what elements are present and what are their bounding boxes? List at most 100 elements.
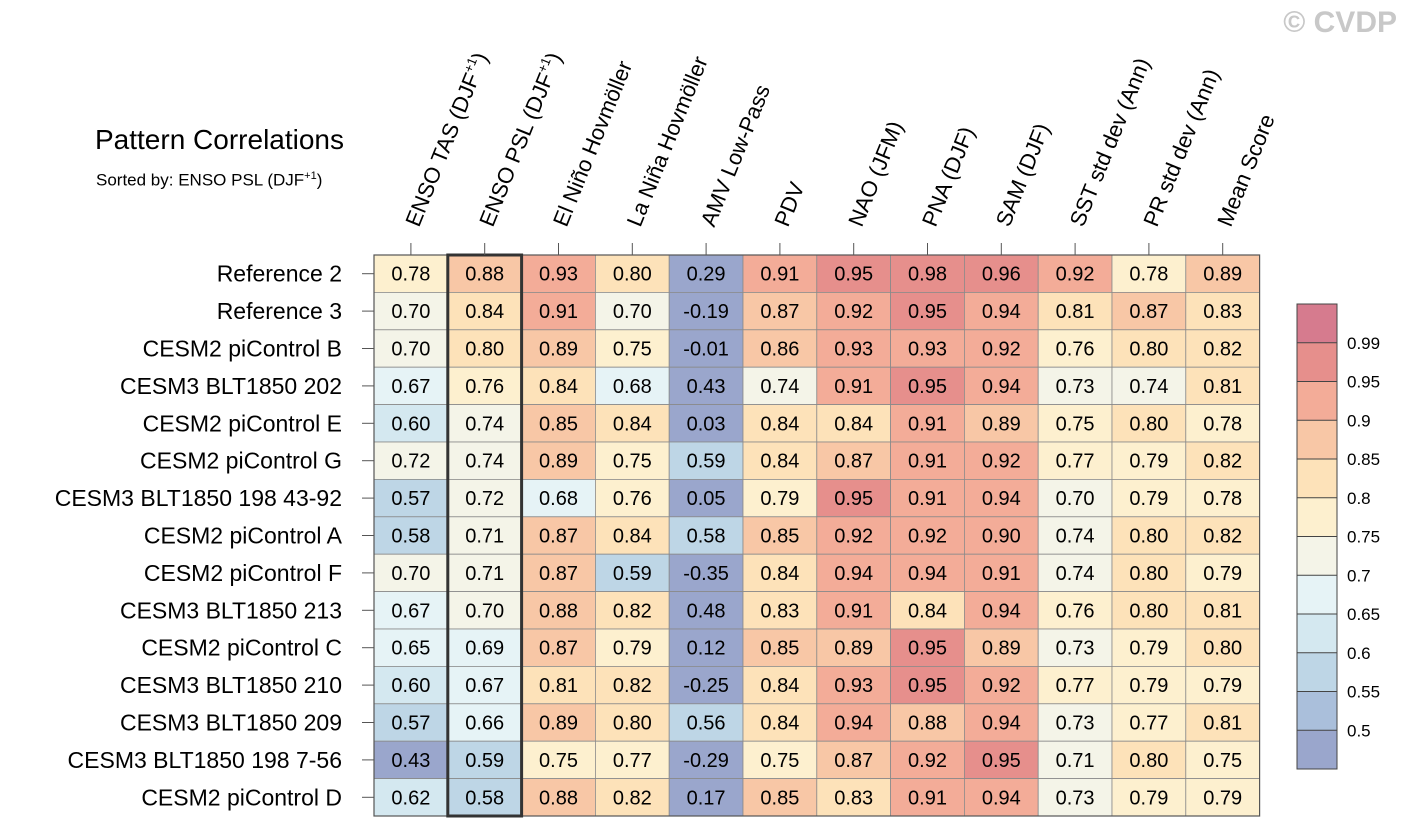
- cell-value-label: 0.71: [465, 563, 504, 585]
- heatmap-cell: [521, 703, 596, 742]
- cell-value-label: 0.83: [1203, 301, 1242, 323]
- colorbar-label: 0.9: [1347, 411, 1371, 430]
- colorbar-label: 0.75: [1347, 528, 1380, 547]
- cell-value-label: 0.95: [834, 264, 873, 286]
- heatmap-cell: [373, 666, 449, 705]
- colorbar-label: 0.99: [1347, 334, 1380, 353]
- cell-value-label: 0.89: [539, 451, 578, 473]
- heatmap-cell: [373, 366, 449, 406]
- heatmap-cell: [595, 366, 670, 406]
- heatmap-cell: [668, 666, 744, 705]
- cell-value-label: 0.81: [539, 675, 578, 697]
- cell-value-label: 0.80: [1129, 600, 1168, 622]
- cell-value-label: 0.74: [760, 376, 799, 398]
- cell-value-label: 0.80: [1129, 339, 1168, 361]
- heatmap-cell: [521, 254, 596, 293]
- chart-subtitle: Sorted by: ENSO PSL (DJF+1): [96, 170, 322, 191]
- heatmap-cell: [890, 441, 965, 480]
- cell-value-label: 0.81: [1203, 600, 1242, 622]
- cell-value-label: 0.80: [1129, 413, 1168, 435]
- column-label: NAO (JFM): [843, 117, 908, 229]
- cell-value-label: 0.67: [465, 675, 504, 697]
- heatmap-cell: [1037, 516, 1113, 555]
- column-label: ENSO PSL (DJF+1): [473, 48, 566, 229]
- colorbar-label: 0.6: [1347, 644, 1371, 663]
- cell-value-label: 0.95: [908, 301, 947, 323]
- heatmap-cell: [1037, 254, 1113, 293]
- cell-value-label: 0.92: [908, 526, 947, 548]
- cell-value-label: 0.89: [539, 339, 578, 361]
- cell-value-label: 0.92: [908, 750, 947, 772]
- subtitle-suffix: ): [316, 170, 323, 190]
- heatmap-cell: [964, 516, 1039, 555]
- cell-value-label: 0.94: [834, 713, 873, 735]
- cell-value-label: 0.70: [613, 301, 652, 323]
- cell-value-label: 0.89: [982, 413, 1021, 435]
- row-label: CESM2 piControl F: [144, 560, 342, 586]
- cell-value-label: 0.79: [1203, 787, 1242, 809]
- cell-value-label: 0.80: [613, 264, 652, 286]
- heatmap-cell: [447, 778, 522, 817]
- heatmap-cell: [964, 404, 1039, 443]
- cell-value-label: 0.76: [1056, 600, 1095, 622]
- row-label: CESM3 BLT1850 198 7-56: [68, 747, 342, 773]
- cell-value-label: 0.70: [391, 301, 430, 323]
- cell-value-label: 0.91: [908, 787, 947, 809]
- heatmap-cell: [1037, 441, 1113, 480]
- colorbar-label: 0.8: [1347, 489, 1371, 508]
- cell-value-label: -0.35: [683, 563, 729, 585]
- row-label: CESM2 piControl E: [143, 410, 342, 436]
- heatmap-cell: [742, 516, 818, 555]
- heatmap-cell: [1185, 666, 1261, 705]
- cell-value-label: 0.78: [391, 264, 430, 286]
- cell-value-label: 0.95: [908, 675, 947, 697]
- row-label: Reference 3: [217, 298, 342, 324]
- cell-value-label: 0.91: [760, 264, 799, 286]
- heatmap-cell: [964, 778, 1039, 817]
- colorbar-segment: [1297, 420, 1337, 459]
- row-label: Reference 2: [217, 261, 342, 287]
- cell-value-label: 0.80: [1129, 526, 1168, 548]
- cell-value-label: 0.85: [760, 787, 799, 809]
- heatmap-cell: [1111, 591, 1187, 630]
- cell-value-label: 0.77: [613, 750, 652, 772]
- heatmap-cell: [373, 516, 449, 555]
- cell-value-label: 0.94: [982, 301, 1021, 323]
- heatmap-cell: [373, 591, 449, 630]
- heatmap-cell: [1037, 703, 1113, 742]
- column-label: PR std dev (Ann): [1138, 65, 1224, 230]
- cell-value-label: 0.94: [982, 787, 1021, 809]
- cell-value-label: 0.95: [982, 750, 1021, 772]
- heatmap-cell: [668, 478, 744, 518]
- colorbar-segment: [1297, 459, 1337, 498]
- heatmap-cell: [373, 404, 449, 443]
- cell-value-label: 0.81: [1203, 713, 1242, 735]
- subtitle-sup: +1: [304, 170, 317, 182]
- heatmap-cell: [595, 628, 670, 667]
- heatmap-cell: [595, 478, 670, 518]
- heatmap-cell: [890, 366, 965, 406]
- heatmap-cell: [1185, 628, 1261, 667]
- cell-value-label: 0.60: [391, 675, 430, 697]
- cell-value-label: 0.77: [1056, 675, 1095, 697]
- cell-value-label: 0.72: [391, 451, 430, 473]
- heatmap-cell: [668, 703, 744, 742]
- heatmap-cell: [595, 778, 670, 817]
- heatmap-cell: [1185, 516, 1261, 555]
- cell-value-label: 0.78: [1203, 413, 1242, 435]
- cell-value-label: 0.89: [982, 638, 1021, 660]
- cell-value-label: 0.79: [1129, 787, 1168, 809]
- cell-value-label: 0.91: [539, 301, 578, 323]
- cell-value-label: 0.87: [539, 526, 578, 548]
- row-label: CESM3 BLT1850 202: [120, 373, 342, 399]
- heatmap-cell: [1185, 441, 1261, 480]
- cell-value-label: 0.12: [687, 638, 726, 660]
- cell-value-label: 0.90: [982, 526, 1021, 548]
- heatmap-cell: [964, 366, 1039, 406]
- heatmap-cell: [964, 591, 1039, 630]
- heatmap-cell: [373, 291, 449, 331]
- heatmap-cell: [1111, 478, 1187, 518]
- cell-value-label: 0.74: [465, 451, 504, 473]
- heatmap-cell: [521, 666, 596, 705]
- cell-value-label: 0.84: [613, 413, 652, 435]
